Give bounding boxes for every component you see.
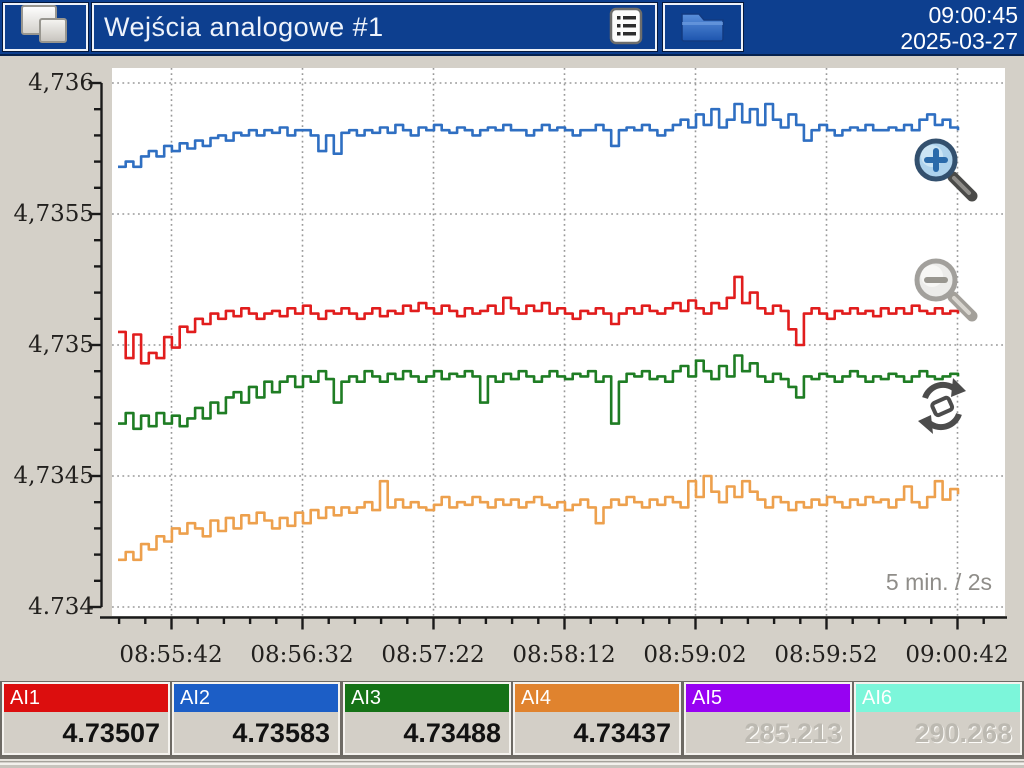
x-tick-label: 08:56:32 [250,642,354,668]
bottom-edge [0,757,1024,768]
screens-button[interactable] [3,3,88,51]
x-tick-label: 08:57:22 [381,642,485,668]
clock: 09:00:45 2025-03-27 [900,2,1018,54]
channel-tiles: AI1 4.73507 AI2 4.73583 AI3 4.73488 AI4 … [0,681,1024,757]
zoom-out-button[interactable] [908,252,986,335]
channel-label: AI4 [515,684,679,712]
channel-value: 4.73437 [515,712,679,753]
y-tick-label: 4,7355 [13,201,94,227]
x-tick-label: 08:59:02 [643,642,747,668]
files-button[interactable] [663,3,743,51]
channel-tile-ai4[interactable]: AI4 4.73437 [513,682,681,755]
x-tick-label: 08:59:52 [774,642,878,668]
channel-tile-ai2[interactable]: AI2 4.73583 [172,682,340,755]
top-bar: Wejścia analogowe #1 [0,0,1024,56]
list-icon [609,7,643,50]
y-tick-label: 4,735 [28,332,94,358]
zoom-in-button[interactable] [908,132,986,215]
channel-value: 4.73488 [345,712,509,753]
zoom-out-icon [908,258,986,334]
x-tick-label: 08:55:42 [119,642,223,668]
channel-value: 4.73507 [4,712,168,753]
folder-icon [675,5,731,50]
pages-icon [19,3,73,52]
title-box[interactable]: Wejścia analogowe #1 [92,3,657,51]
channel-value: 4.73583 [174,712,338,753]
channel-label: AI1 [4,684,168,712]
channel-tile-ai1[interactable]: AI1 4.73507 [2,682,170,755]
trend-chart[interactable]: 4,736 4,7355 4,735 4,7345 4.734 08:55:42… [0,56,1024,681]
channel-value: 285.213 [686,712,850,753]
rotate-screen-button[interactable] [912,376,972,441]
channel-label: AI5 [686,684,850,712]
x-tick-label: 08:58:12 [512,642,616,668]
channel-value: 290.268 [856,712,1020,753]
date-display: 2025-03-27 [900,28,1018,54]
channel-label: AI6 [856,684,1020,712]
channel-tile-ai3[interactable]: AI3 4.73488 [343,682,511,755]
channel-tile-ai5[interactable]: AI5 285.213 [684,682,852,755]
y-tick-label: 4,736 [28,70,94,96]
time-display: 09:00:45 [928,2,1018,28]
channel-label: AI3 [345,684,509,712]
x-tick-label: 09:00:42 [905,642,1009,668]
menu-button[interactable] [607,7,645,50]
y-tick-label: 4,7345 [13,463,94,489]
y-tick-label: 4.734 [28,594,94,620]
channel-label: AI2 [174,684,338,712]
chart-plot-area[interactable] [0,56,1024,681]
page-title: Wejścia analogowe #1 [104,11,384,42]
rotate-icon [912,378,972,440]
timebase-label: 5 min. / 2s [885,569,992,595]
channel-tile-ai6[interactable]: AI6 290.268 [854,682,1022,755]
zoom-in-icon [908,138,986,214]
